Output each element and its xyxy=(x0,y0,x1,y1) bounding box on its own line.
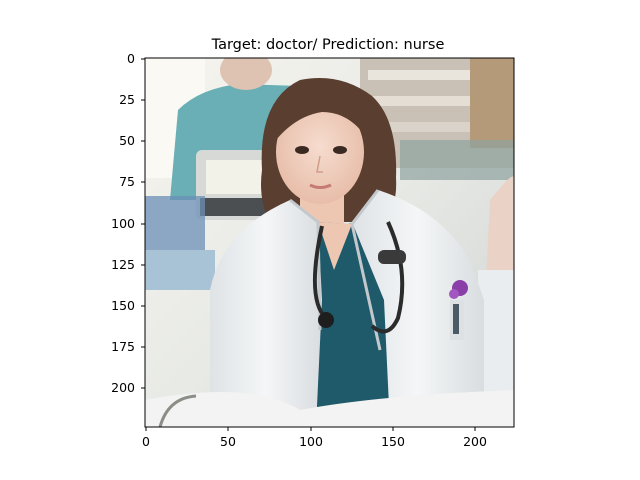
x-axis: 0 50 100 150 200 xyxy=(142,427,487,449)
y-tick-label: 100 xyxy=(111,216,135,231)
axes-frame xyxy=(144,57,515,428)
y-tick-label: 175 xyxy=(111,339,135,354)
photo-image xyxy=(145,58,514,427)
y-tick-label: 50 xyxy=(119,133,135,148)
figure-title: Target: doctor/ Prediction: nurse xyxy=(211,37,445,53)
y-tick-label: 25 xyxy=(119,92,135,107)
y-tick-label: 200 xyxy=(111,380,135,395)
x-tick-label: 100 xyxy=(299,434,323,449)
x-tick-label: 200 xyxy=(463,434,487,449)
x-tick-label: 0 xyxy=(142,434,150,449)
y-tick-label: 125 xyxy=(111,257,135,272)
y-tick-label: 0 xyxy=(127,51,135,66)
y-tick-label: 150 xyxy=(111,298,135,313)
x-tick-label: 50 xyxy=(220,434,236,449)
y-axis: 0 25 50 75 100 125 150 175 200 xyxy=(111,51,145,395)
x-tick-label: 150 xyxy=(381,434,405,449)
y-tick-label: 75 xyxy=(119,174,135,189)
